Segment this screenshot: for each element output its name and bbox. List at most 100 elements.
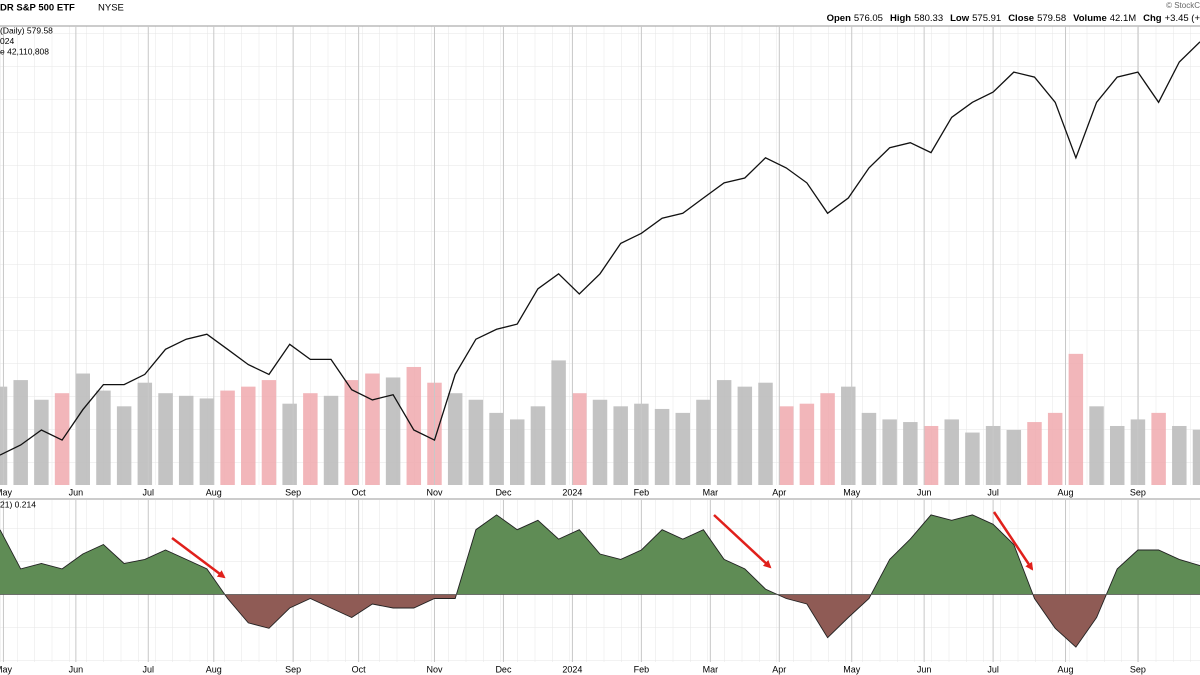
- volume-bar: [799, 403, 815, 485]
- volume-bar: [199, 398, 215, 485]
- volume-bar: [592, 399, 608, 485]
- volume-bar: [675, 412, 690, 485]
- volume-bar: [34, 399, 49, 485]
- volume-bar: [241, 386, 256, 485]
- volume-bar: [696, 399, 711, 485]
- volume-bar: [158, 393, 173, 485]
- negative-area: [0, 594, 1200, 648]
- volume-bar: [406, 366, 422, 485]
- x-tick-label: Jun: [917, 664, 932, 674]
- x-tick-label: Sep: [285, 487, 301, 497]
- x-tick-label: Jul: [143, 487, 155, 497]
- volume-bar: [116, 406, 132, 485]
- volume-bar: [1047, 412, 1063, 485]
- x-tick-label: May: [0, 664, 12, 674]
- quote-label: Close: [1008, 13, 1034, 24]
- annotation-arrows: [171, 511, 1034, 579]
- volume-bar: [530, 406, 546, 485]
- volume-bar: [758, 382, 773, 485]
- volume-bar: [468, 399, 484, 485]
- x-tick-label: Apr: [772, 664, 786, 674]
- x-tick-label: Nov: [426, 487, 443, 497]
- volume-bar: [861, 412, 877, 485]
- oscillator-line: [0, 514, 1200, 648]
- arrow: [171, 537, 226, 579]
- volume-bar: [716, 380, 732, 485]
- x-tick-label: Aug: [1058, 664, 1074, 674]
- x-tick-label: May: [0, 487, 12, 497]
- x-tick-label: Aug: [206, 664, 222, 674]
- volume-bar: [365, 373, 380, 485]
- volume-bar: [510, 419, 525, 485]
- volume-bar: [385, 377, 401, 485]
- x-tick-label: Aug: [206, 487, 222, 497]
- x-tick-label: Jul: [987, 487, 999, 497]
- volume-bar: [261, 380, 277, 485]
- volume-bar: [13, 380, 28, 485]
- volume-bar: [1151, 412, 1166, 485]
- volume-bar: [303, 393, 318, 485]
- volume-bar: [489, 412, 504, 485]
- volume-bar: [923, 425, 939, 485]
- quote-value: +3.45 (+: [1165, 13, 1200, 24]
- volume-bar: [323, 395, 339, 485]
- quote-value: 575.91: [972, 13, 1001, 24]
- volume-bar: [778, 406, 794, 485]
- quote-label: Chg: [1143, 13, 1162, 24]
- x-tick-label: 2024: [562, 664, 582, 674]
- quote-label: Volume: [1073, 13, 1107, 24]
- positive-area: [0, 514, 1200, 595]
- quote-value: 576.05: [854, 13, 883, 24]
- x-tick-label: Feb: [634, 664, 650, 674]
- quote-label: High: [890, 13, 911, 24]
- volume-bar: [841, 386, 856, 485]
- volume-bar: [903, 422, 918, 485]
- volume-bar: [1006, 429, 1022, 485]
- volume-bar: [1089, 406, 1104, 485]
- legend-label: (Daily) 579.58: [0, 25, 53, 35]
- volume-bar: [613, 406, 628, 485]
- volume-bar: [178, 395, 194, 485]
- exchange: NYSE: [98, 3, 124, 14]
- volume-bar: [344, 380, 359, 485]
- x-tick-label: Apr: [772, 487, 786, 497]
- x-tick-label: Jul: [143, 664, 155, 674]
- x-tick-label: Aug: [1058, 487, 1074, 497]
- chart-title: DR S&P 500 ETF: [0, 3, 75, 14]
- volume-bar: [1172, 425, 1187, 485]
- volume-bar: [1192, 429, 1200, 485]
- x-tick-label: May: [843, 664, 861, 674]
- volume-bar: [654, 408, 670, 485]
- price-line: [0, 41, 1200, 456]
- x-tick-label: Oct: [352, 487, 367, 497]
- volume-bar: [820, 393, 835, 485]
- legend-label: 024: [0, 36, 14, 46]
- x-tick-label: Nov: [426, 664, 443, 674]
- x-tick-label: Jun: [69, 487, 84, 497]
- quote-label: Low: [950, 13, 970, 24]
- volume-bar: [96, 390, 111, 485]
- quote-value: 580.33: [914, 13, 943, 24]
- x-tick-label: Mar: [703, 664, 719, 674]
- volume-bar: [447, 393, 463, 485]
- x-tick-label: Mar: [703, 487, 719, 497]
- x-tick-label: Jun: [917, 487, 932, 497]
- x-tick-label: Feb: [634, 487, 650, 497]
- x-tick-label: May: [843, 487, 861, 497]
- volume-bar: [882, 419, 897, 485]
- volume-bar: [282, 403, 297, 485]
- quote-value: 579.58: [1037, 13, 1066, 24]
- x-tick-label: Sep: [1130, 487, 1146, 497]
- legend-label: 21) 0.214: [0, 499, 36, 509]
- volume-bar: [965, 432, 980, 485]
- volume-bar: [220, 390, 235, 485]
- x-tick-label: Sep: [285, 664, 301, 674]
- quote-label: Open: [827, 13, 851, 24]
- quote-value: 42.1M: [1110, 13, 1136, 24]
- arrow: [713, 514, 772, 569]
- x-tick-label: 2024: [562, 487, 582, 497]
- legend-label: e 42,110,808: [0, 46, 49, 56]
- x-tick-label: Dec: [495, 664, 512, 674]
- volume-bar: [1110, 425, 1125, 485]
